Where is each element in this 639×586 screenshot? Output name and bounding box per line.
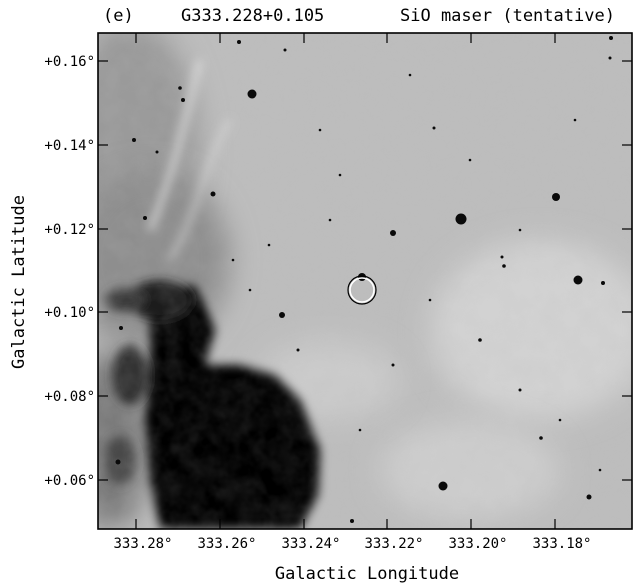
star-field <box>115 36 613 523</box>
x-tick-label: 333.18° <box>532 536 591 552</box>
x-axis-title: Galactic Longitude <box>275 564 459 584</box>
y-tick-label: +0.10° <box>44 305 95 321</box>
y-tick-label: +0.06° <box>44 473 95 489</box>
source-name: G333.228+0.105 <box>181 6 325 26</box>
y-axis-title: Galactic Latitude <box>9 195 29 369</box>
y-tick-label: +0.14° <box>44 138 95 154</box>
y-tick-label: +0.08° <box>44 389 95 405</box>
x-tick-label: 333.26° <box>197 536 256 552</box>
y-tick-label: +0.12° <box>44 222 95 238</box>
maser-position-marker <box>349 277 375 303</box>
x-tick-label: 333.24° <box>281 536 340 552</box>
maser-annotation: SiO maser (tentative) <box>400 6 615 26</box>
map-frame <box>97 32 633 530</box>
x-axis-ticks <box>135 33 556 529</box>
x-tick-label: 333.20° <box>448 536 507 552</box>
x-tick-label: 333.22° <box>364 536 423 552</box>
y-tick-label: +0.16° <box>44 54 95 70</box>
y-axis-ticks <box>98 60 632 481</box>
x-tick-label: 333.28° <box>113 536 172 552</box>
panel-label: (e) <box>103 6 134 26</box>
sky-image <box>98 33 632 529</box>
